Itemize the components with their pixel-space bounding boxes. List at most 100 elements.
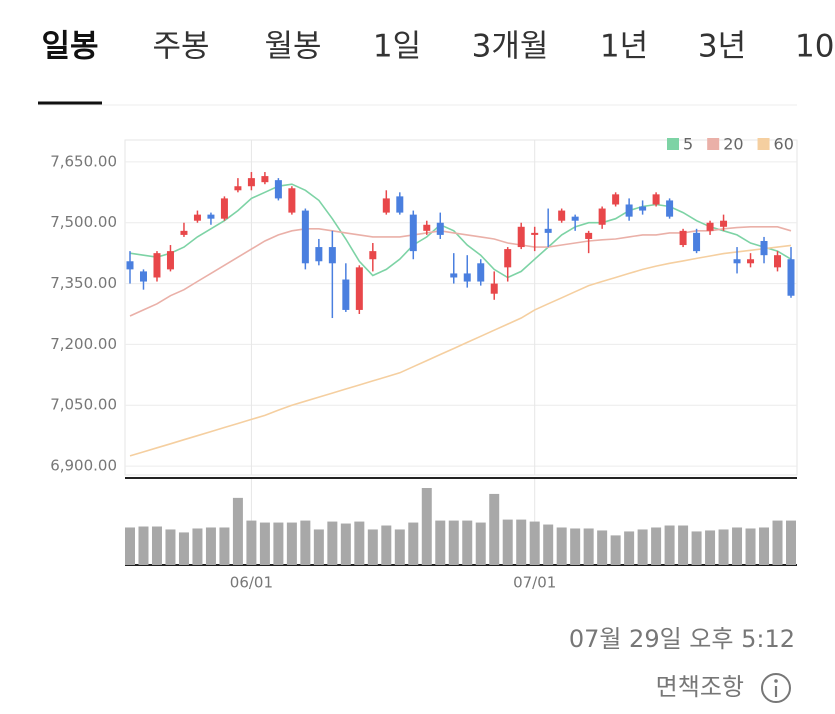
candle-body xyxy=(193,214,201,221)
volume-bar xyxy=(597,530,608,565)
candle-body xyxy=(652,194,660,205)
candle-body xyxy=(153,253,161,278)
candle-body xyxy=(747,259,755,264)
tab[interactable]: 1년 xyxy=(600,29,648,65)
candle-body xyxy=(612,194,620,205)
candle-body xyxy=(382,198,390,213)
candle-body xyxy=(585,232,593,239)
x-tick-label: 07/01 xyxy=(513,574,556,592)
x-tick-label: 06/01 xyxy=(230,574,273,592)
candle-body xyxy=(639,206,647,211)
candle-body xyxy=(504,249,512,268)
tab[interactable]: 월봉 xyxy=(264,29,321,65)
candle-body xyxy=(571,216,579,221)
candle-body xyxy=(450,273,458,278)
legend-swatch xyxy=(707,138,720,150)
candle-body xyxy=(490,283,498,294)
tab[interactable]: 3년 xyxy=(698,29,746,65)
volume-bar xyxy=(313,529,324,565)
candle-body xyxy=(436,222,444,235)
tab[interactable]: 10 xyxy=(795,29,834,65)
volume-bar xyxy=(462,520,473,565)
candle-body xyxy=(625,204,633,217)
tab[interactable]: 일봉 xyxy=(41,29,98,65)
legend-label: 60 xyxy=(774,135,794,154)
candle-body xyxy=(342,279,350,310)
candle-body xyxy=(774,255,782,268)
legend-label: 20 xyxy=(723,135,743,154)
legend-label: 5 xyxy=(683,135,693,154)
candle-body xyxy=(544,228,552,233)
candle-body xyxy=(369,251,377,260)
y-tick-label: 7,500.00 xyxy=(50,213,117,231)
volume-bar xyxy=(246,520,257,565)
y-tick-label: 7,200.00 xyxy=(50,335,117,353)
volume-bar xyxy=(300,520,311,565)
volume-bar xyxy=(556,527,567,565)
candle-body xyxy=(288,188,296,213)
candle-body xyxy=(666,200,674,217)
candle-body xyxy=(261,176,269,183)
timestamp: 07월 29일 오후 5:12 xyxy=(569,625,795,653)
volume-bar xyxy=(219,527,230,565)
candle-body xyxy=(180,230,188,235)
volume-bar xyxy=(259,522,270,565)
volume-bar xyxy=(205,527,216,565)
volume-bar xyxy=(354,521,365,565)
volume-bar xyxy=(408,522,419,565)
volume-bar xyxy=(192,528,203,565)
volume-bar xyxy=(651,527,662,565)
volume-bar xyxy=(502,519,513,565)
candle-body xyxy=(355,267,363,310)
volume-bar xyxy=(435,520,446,565)
volume-bar xyxy=(273,522,284,565)
candle-body xyxy=(409,214,417,252)
volume-bar xyxy=(637,529,648,565)
y-tick-label: 7,350.00 xyxy=(50,274,117,292)
info-icon[interactable] xyxy=(761,673,791,703)
volume-bar xyxy=(570,528,581,565)
volume-bar xyxy=(381,525,392,565)
volume-bar xyxy=(772,520,783,565)
tab[interactable]: 1일 xyxy=(373,29,421,65)
y-tick-label: 7,050.00 xyxy=(50,396,117,414)
tab[interactable]: 주봉 xyxy=(152,29,209,65)
disclaimer[interactable]: 면책조항 xyxy=(656,673,744,701)
volume-bar xyxy=(624,531,635,565)
candle-body xyxy=(139,271,147,282)
candle-body xyxy=(598,208,606,225)
volume-bar xyxy=(327,521,338,565)
candle-body xyxy=(274,180,282,199)
candle-body xyxy=(706,222,714,231)
volume-bar xyxy=(178,532,189,565)
tab[interactable]: 3개월 xyxy=(472,29,549,65)
volume-bar xyxy=(394,529,405,565)
candle-body xyxy=(423,224,431,231)
volume-bar xyxy=(786,520,796,565)
volume-bar xyxy=(340,523,351,565)
candle-body xyxy=(328,247,336,264)
candle-body xyxy=(733,259,741,264)
ma-line xyxy=(129,183,792,279)
volume-bar xyxy=(516,519,527,565)
candle-body xyxy=(220,198,228,219)
volume-bar xyxy=(489,493,500,565)
candle-body xyxy=(679,230,687,246)
candle-body xyxy=(463,273,471,282)
y-tick-label: 7,650.00 xyxy=(50,152,117,170)
volume-bar xyxy=(745,528,756,565)
volume-bar xyxy=(610,535,621,565)
ma-line xyxy=(129,244,792,457)
candle-body xyxy=(517,226,525,248)
volume-bar xyxy=(543,524,554,565)
volume-bar xyxy=(475,522,486,565)
tab-bar: 일봉 주봉 월봉 1일 3개월 1년 3년 10 xyxy=(38,29,834,106)
volume-bar xyxy=(678,525,689,565)
candle-body xyxy=(207,214,215,219)
volume-bar xyxy=(583,528,594,565)
volume-bar xyxy=(138,526,149,565)
candle-body xyxy=(760,240,768,256)
volume-bar xyxy=(232,497,243,565)
volume-bar xyxy=(691,531,702,565)
volume-bar xyxy=(165,529,176,565)
